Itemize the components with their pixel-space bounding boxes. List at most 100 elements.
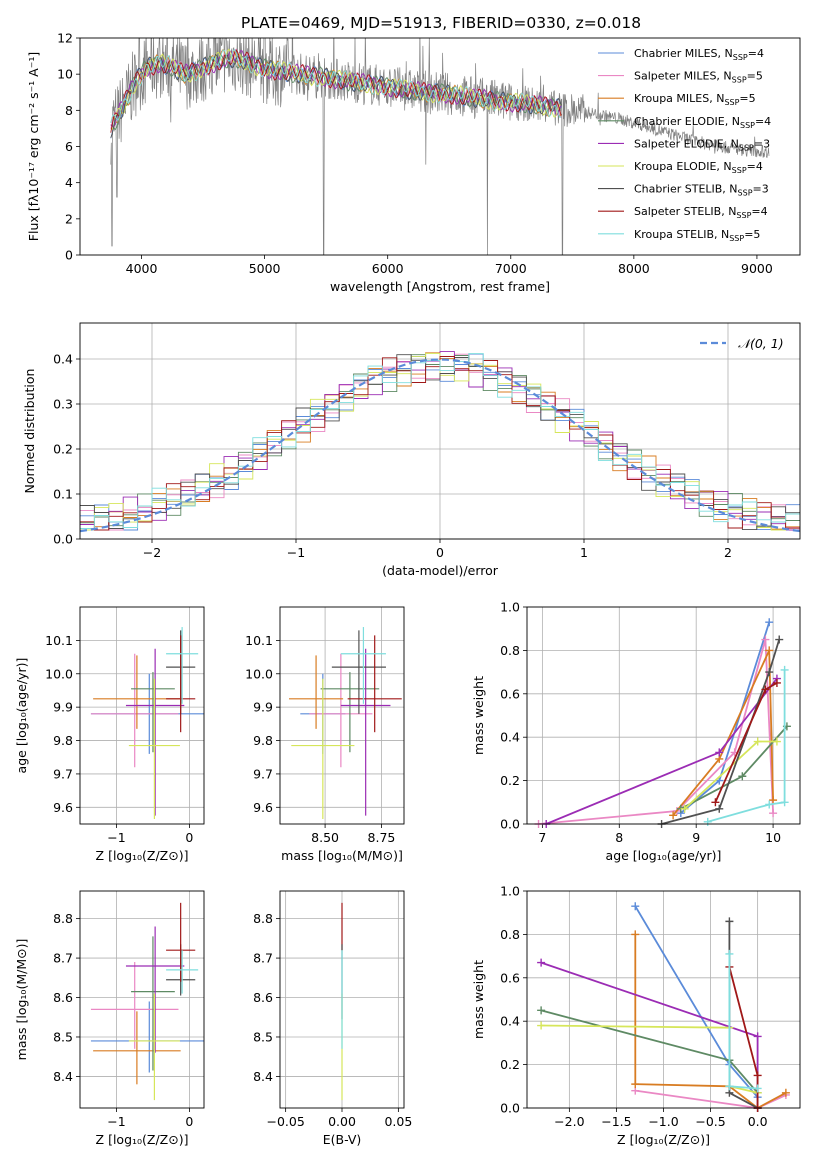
x-tick-label: 7 [538, 830, 546, 845]
weight-marker-kroupa-stelib [753, 1084, 762, 1093]
weight-marker-salpeter-stelib [753, 1071, 762, 1080]
x-tick-label: 0.05 [384, 1114, 412, 1129]
weight-marker-kroupa-miles [669, 811, 678, 820]
weight-marker-kroupa-stelib [765, 800, 774, 809]
residual-histogram-kroupa-stelib [80, 353, 800, 529]
y-tick-label: 0.4 [500, 730, 520, 745]
y-tick-label: 0.8 [500, 643, 520, 658]
x-tick-label: 8.50 [311, 830, 339, 845]
weight-marker-kroupa-elodie [680, 804, 689, 813]
x-tick-label: 0.00 [328, 1114, 356, 1129]
legend-entry: Salpeter ELODIE, NSSP=3 [634, 137, 770, 152]
legend-entry: Kroupa STELIB, NSSP=5 [634, 228, 760, 243]
y-tick-label: 2 [65, 211, 73, 226]
weight-line-salpeter-elodie [545, 678, 778, 824]
weight-marker-chabrier-stelib [775, 635, 784, 644]
y-axis-label: mass weight [471, 960, 486, 1039]
legend-entry: Kroupa ELODIE, NSSP=4 [634, 160, 763, 175]
y-tick-label: 0.0 [500, 817, 520, 832]
y-axis-label: Flux [fλ10⁻¹⁷ erg cm⁻² s⁻¹ A⁻¹] [26, 52, 41, 241]
weight-marker-chabrier-stelib [725, 917, 734, 926]
y-tick-label: 8.5 [253, 1029, 273, 1044]
y-tick-label: 10 [57, 67, 73, 82]
weight-marker-chabrier-miles [765, 618, 774, 627]
axes-frame [79, 322, 801, 540]
x-tick-label: 7000 [495, 261, 527, 276]
residuals-panel: −2 −1 0 1 2 0.0 0.1 0.2 0.3 0.4 (data-model)/error… [22, 322, 801, 578]
weight-line-kroupa-miles [672, 650, 774, 816]
axes-frame [79, 606, 205, 825]
y-axis-label: mass weight [471, 676, 486, 755]
weight-marker-kroupa-miles [769, 796, 778, 805]
model-spectrum-kroupa-stelib [110, 49, 562, 124]
figure-title: PLATE=0469, MJD=51913, FIBERID=0330, z=0… [241, 14, 641, 32]
x-tick-label: 0 [436, 545, 444, 560]
y-tick-label: 0.2 [53, 442, 73, 457]
y-tick-label: 9.7 [53, 766, 73, 781]
y-tick-label: 0.3 [53, 397, 73, 412]
weight-vs-Z-panel: −2.0 −1.5 −1.0 −0.5 0.0 0.0 0.2 0.4 0.6 0.8 1.0 Z [… [471, 884, 801, 1147]
y-tick-label: 9.6 [253, 800, 273, 815]
y-tick-label: 0.4 [53, 352, 73, 367]
y-tick-label: 0.0 [500, 1101, 520, 1116]
x-tick-label: 9 [692, 830, 700, 845]
legend-entry: Chabrier STELIB, NSSP=3 [634, 183, 769, 198]
x-tick-label: 0 [185, 1114, 193, 1129]
weight-marker-kroupa-elodie [537, 1021, 546, 1030]
x-tick-label: 1 [580, 545, 588, 560]
residual-histogram-chabrier-stelib [80, 354, 800, 531]
y-tick-label: 0 [65, 248, 73, 263]
y-tick-label: 9.8 [253, 733, 273, 748]
model-spectrum-kroupa-elodie [110, 48, 562, 131]
y-tick-label: 1.0 [500, 884, 520, 899]
y-tick-label: 1.0 [500, 600, 520, 615]
y-tick-label: 10.0 [45, 666, 73, 681]
x-tick-label: 0.0 [748, 1114, 768, 1129]
weight-line-chabrier-elodie [540, 1009, 759, 1094]
x-axis-label: (data-model)/error [382, 563, 499, 578]
axes-frame [279, 890, 405, 1109]
axes-frame [526, 890, 801, 1109]
weight-vs-age-panel: 7 8 9 10 0.0 0.2 0.4 0.6 0.8 1.0 age [log₁₀(age/yr… [471, 600, 801, 863]
legend-entry: 𝒩(0, 1) [738, 336, 784, 351]
x-tick-label: −1.0 [648, 1114, 678, 1129]
y-tick-label: 10.1 [45, 633, 73, 648]
axes-frame [279, 606, 405, 825]
weight-marker-kroupa-miles [631, 930, 640, 939]
weight-marker-chabrier-stelib [765, 668, 774, 677]
y-tick-label: 8.4 [53, 1069, 73, 1084]
weight-marker-kroupa-elodie [772, 737, 781, 746]
y-tick-label: 0.6 [500, 686, 520, 701]
y-tick-label: 0.2 [500, 773, 520, 788]
weight-marker-salpeter-miles [769, 809, 778, 818]
y-tick-label: 0.6 [500, 970, 520, 985]
y-tick-label: 8.8 [253, 911, 273, 926]
y-tick-label: 9.9 [53, 700, 73, 715]
y-tick-label: 9.7 [253, 766, 273, 781]
x-tick-label: −2.0 [554, 1114, 584, 1129]
x-tick-label: 8.75 [368, 830, 396, 845]
y-tick-label: 8.6 [53, 990, 73, 1005]
weight-marker-salpeter-stelib [761, 685, 770, 694]
y-tick-label: 8.6 [253, 990, 273, 1005]
weight-marker-kroupa-stelib [703, 817, 712, 826]
y-tick-label: 9.9 [253, 700, 273, 715]
legend-entry: Salpeter MILES, NSSP=5 [634, 70, 763, 85]
legend-entry: Chabrier MILES, NSSP=4 [634, 47, 764, 62]
weight-marker-kroupa-miles [631, 1080, 640, 1089]
weight-line-salpeter-miles [635, 1089, 787, 1108]
age-vs-mass-panel: 8.50 8.75 9.6 9.7 9.8 9.9 10.0 10.1 mass [log₁₀(… [245, 606, 405, 863]
x-tick-label: −1 [107, 830, 125, 845]
mass-vs-Z-panel: −1 0 8.4 8.5 8.6 8.7 8.8 Z [log₁₀(Z/Z⊙)] mass [l… [14, 890, 205, 1147]
x-tick-label: 6000 [372, 261, 404, 276]
y-tick-label: 8 [65, 103, 73, 118]
normal-curve [80, 358, 800, 533]
x-tick-label: 10 [765, 830, 781, 845]
y-tick-label: 9.6 [53, 800, 73, 815]
x-tick-label: −1 [107, 1114, 125, 1129]
x-axis-label: Z [log₁₀(Z/Z⊙)] [617, 1132, 710, 1147]
weight-line-kroupa-stelib [707, 669, 786, 823]
axes-frame [79, 37, 801, 256]
legend-entry: Kroupa MILES, NSSP=5 [634, 92, 756, 107]
legend-entry: Chabrier ELODIE, NSSP=4 [634, 115, 771, 130]
